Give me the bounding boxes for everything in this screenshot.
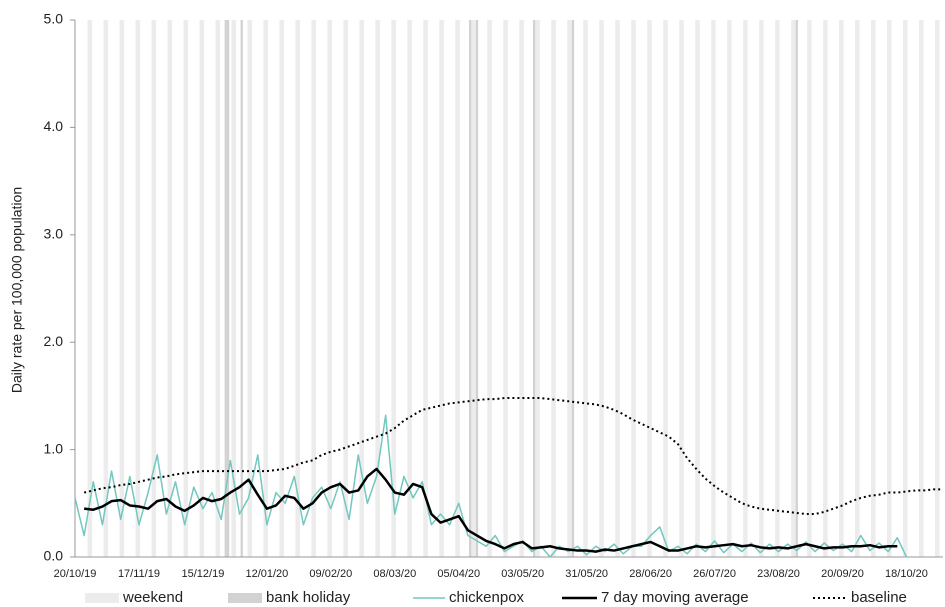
weekend-band [151, 20, 157, 557]
bank-holiday-band [795, 20, 798, 557]
weekend-band [439, 20, 444, 557]
bank-holiday-band [226, 20, 230, 557]
weekend-band [791, 20, 796, 557]
y-axis-label: Daily rate per 100,000 population [9, 187, 25, 393]
weekend-band [599, 20, 604, 557]
weekend-band [743, 20, 748, 557]
weekend-band [391, 20, 396, 557]
weekend-band [535, 20, 540, 557]
weekend-band [647, 20, 652, 557]
weekend-band [567, 20, 572, 557]
weekend-band [727, 20, 732, 557]
weekend-band [199, 20, 205, 557]
weekend-band [679, 20, 684, 557]
bank-holiday-band [475, 20, 479, 557]
weekend-band [887, 20, 892, 557]
weekend-band [455, 20, 460, 557]
y-tick-label: 4.0 [44, 118, 64, 134]
weekend-band [103, 20, 109, 557]
y-tick-label: 5.0 [44, 11, 64, 27]
weekend-band [167, 20, 173, 557]
weekend-band [343, 20, 348, 557]
weekend-band [871, 20, 876, 557]
weekend-band [311, 20, 316, 557]
weekend-band [695, 20, 700, 557]
y-tick-label: 1.0 [44, 440, 64, 456]
weekend-band [919, 20, 924, 557]
legend-label: weekend [122, 589, 183, 606]
weekend-band [263, 20, 269, 557]
x-tick-label: 18/10/20 [885, 568, 928, 580]
x-tick-label: 05/04/20 [437, 568, 480, 580]
weekend-band [375, 20, 380, 557]
bank-holiday-band [571, 20, 575, 557]
x-tick-label: 23/08/20 [757, 568, 800, 580]
weekend-band [503, 20, 508, 557]
x-tick-label: 26/07/20 [693, 568, 736, 580]
weekend-band [839, 20, 844, 557]
weekend-band [615, 20, 620, 557]
weekend-band [759, 20, 764, 557]
y-tick-label: 3.0 [44, 226, 64, 242]
x-tick-label: 28/06/20 [629, 568, 672, 580]
weekend-band [423, 20, 428, 557]
weekend-band [247, 20, 253, 557]
weekend-band [279, 20, 285, 557]
weekend-band [359, 20, 364, 557]
series-line [83, 467, 898, 553]
bank-holiday-band [532, 20, 536, 557]
weekend-band [87, 20, 93, 557]
weekend-band [631, 20, 636, 557]
x-tick-label: 31/05/20 [565, 568, 608, 580]
legend-label: 7 day moving average [601, 589, 749, 606]
x-tick-label: 12/01/20 [245, 568, 288, 580]
weekend-band [215, 20, 221, 557]
weekend-band [711, 20, 716, 557]
weekend-band [119, 20, 125, 557]
weekend-band [487, 20, 492, 557]
weekend-band [551, 20, 556, 557]
x-tick-label: 08/03/20 [373, 568, 416, 580]
weekend-band [231, 20, 237, 557]
weekend-band [295, 20, 300, 557]
x-tick-label: 20/09/20 [821, 568, 864, 580]
weekend-band [807, 20, 812, 557]
weekend-band [183, 20, 189, 557]
weekend-band [823, 20, 828, 557]
legend-label: chickenpox [449, 589, 525, 606]
legend-label: bank holiday [266, 589, 351, 606]
bank-holiday-band [469, 20, 472, 557]
weekend-band [935, 20, 940, 557]
weekend-band [583, 20, 588, 557]
series-line [83, 397, 943, 516]
x-tick-label: 17/11/19 [118, 568, 160, 580]
weekend-band [471, 20, 476, 557]
weekend-band [519, 20, 524, 557]
x-tick-label: 09/02/20 [309, 568, 352, 580]
x-tick-label: 03/05/20 [501, 568, 544, 580]
x-tick-label: 20/10/19 [54, 568, 97, 580]
series-line [74, 414, 908, 558]
weekend-band [903, 20, 908, 557]
x-tick-label: 15/12/19 [182, 568, 225, 580]
weekend-band [663, 20, 668, 557]
weekend-band [775, 20, 780, 557]
weekend-band [407, 20, 412, 557]
weekend-band [855, 20, 860, 557]
legend-swatch [228, 593, 262, 603]
bank-holiday-band [224, 20, 227, 557]
bank-holiday-band [240, 20, 243, 557]
y-tick-label: 2.0 [44, 333, 64, 349]
weekend-band [327, 20, 332, 557]
y-tick-label: 0.0 [44, 548, 64, 564]
legend-label: baseline [851, 589, 907, 606]
legend-swatch [85, 593, 119, 603]
weekend-band [135, 20, 141, 557]
